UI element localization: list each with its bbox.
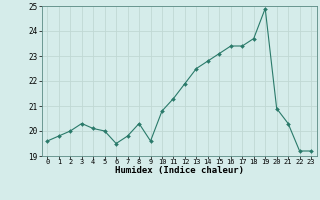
- X-axis label: Humidex (Indice chaleur): Humidex (Indice chaleur): [115, 166, 244, 175]
